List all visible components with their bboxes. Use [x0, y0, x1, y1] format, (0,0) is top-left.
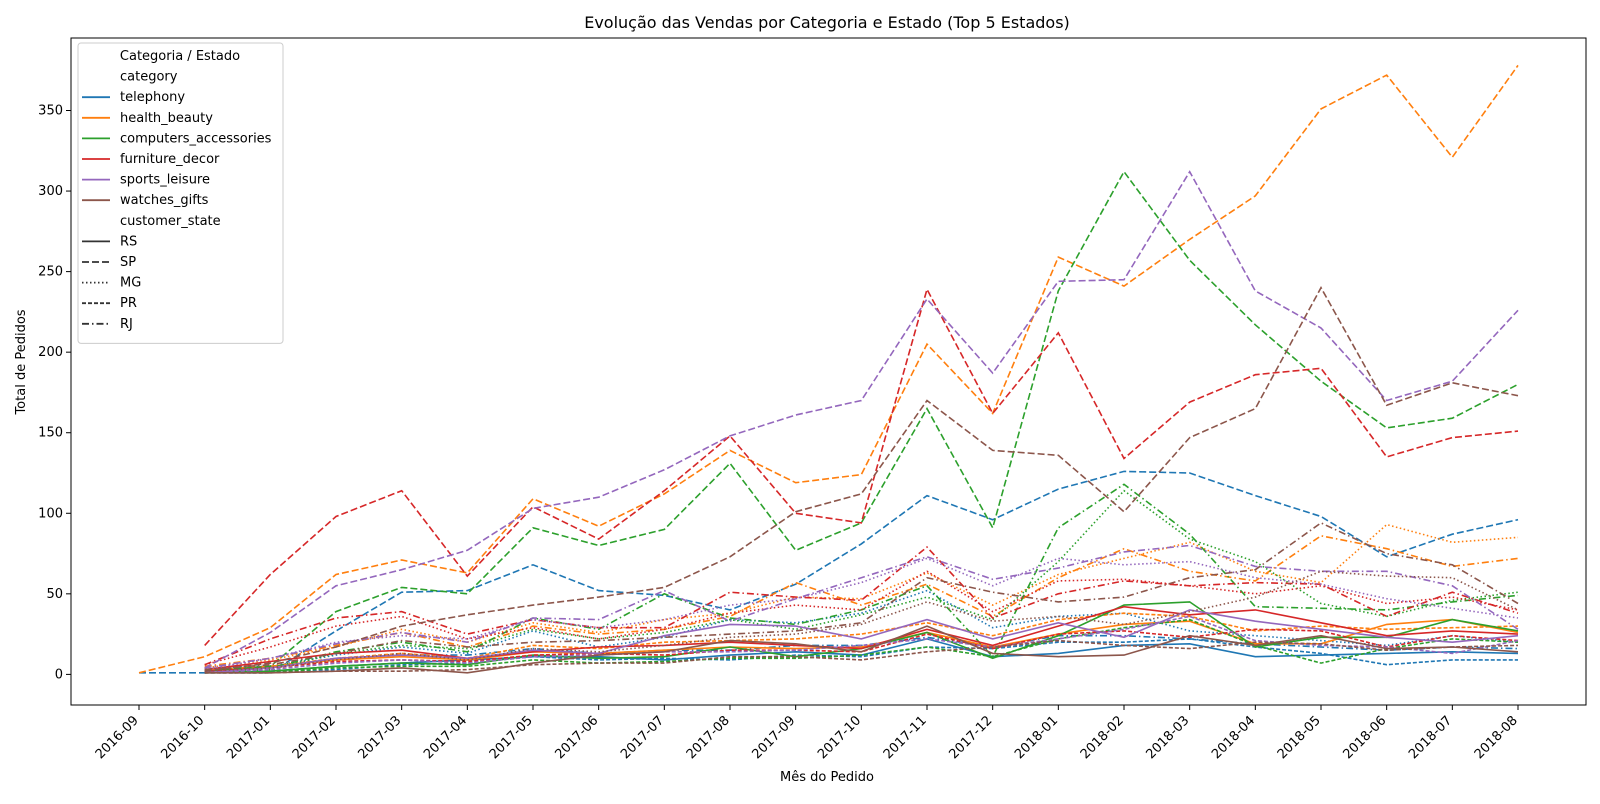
- x-axis-label: Mês do Pedido: [780, 770, 874, 785]
- series-line-computers_accessories-RJ: [204, 483, 1519, 671]
- x-tick-label: 2018-02: [1078, 713, 1127, 762]
- legend: Categoria / Estado category telephony healt…: [77, 42, 284, 344]
- x-tick-label: 2017-07: [618, 713, 667, 762]
- series-line-computers_accessories-MG: [204, 489, 1519, 672]
- legend-box: [77, 42, 284, 344]
- series-line-furniture_decor-RS: [204, 605, 1519, 671]
- y-tick-label: 100: [38, 506, 63, 521]
- y-axis-label: Total de Pedidos: [14, 309, 29, 415]
- x-tick-label: 2017-06: [552, 713, 601, 762]
- y-tick-label: 300: [38, 184, 63, 199]
- series-line-watches_gifts-RJ: [204, 521, 1519, 671]
- legend-item-label: RJ: [120, 317, 133, 332]
- x-tick-label: 2016-10: [158, 713, 207, 762]
- series-line-health_beauty-PR: [204, 612, 1519, 671]
- series-line-health_beauty-MG: [204, 523, 1519, 669]
- x-tick-label: 2017-08: [684, 713, 733, 762]
- x-tick-label: 2017-01: [224, 713, 273, 762]
- legend-category-header: category: [120, 70, 178, 85]
- x-tick-label: 2018-07: [1406, 713, 1455, 762]
- y-tick-label: 200: [38, 345, 63, 360]
- y-tick-label: 150: [38, 426, 63, 441]
- legend-item-label: sports_leisure: [120, 173, 210, 188]
- x-axis: 2016-09 2016-10 2017-01 2017-02 2017-03 2017-…: [93, 705, 1521, 762]
- legend-item-label: furniture_decor: [120, 152, 220, 167]
- x-tick-label: 2018-03: [1143, 713, 1192, 762]
- legend-item-label: telephony: [120, 90, 185, 105]
- legend-item-label: MG: [120, 276, 141, 291]
- legend-title: Categoria / Estado: [120, 49, 240, 64]
- y-tick-label: 0: [55, 667, 63, 682]
- legend-state-header: customer_state: [120, 214, 221, 229]
- legend-item-label: watches_gifts: [120, 193, 209, 208]
- x-tick-label: 2018-08: [1472, 713, 1521, 762]
- x-tick-label: 2017-09: [749, 713, 798, 762]
- series-line-health_beauty-SP: [138, 64, 1519, 674]
- series-line-sports_leisure-PR: [204, 615, 1519, 674]
- series-line-telephony-MG: [204, 589, 1519, 669]
- legend-item-label: health_beauty: [120, 111, 213, 126]
- x-tick-label: 2017-02: [290, 713, 339, 762]
- series-line-watches_gifts-PR: [204, 639, 1519, 674]
- series-line-health_beauty-RS: [204, 618, 1519, 672]
- x-tick-label: 2017-03: [355, 713, 404, 762]
- x-tick-label: 2018-06: [1340, 713, 1389, 762]
- plot-frame: [70, 37, 1587, 706]
- x-tick-label: 2017-11: [881, 713, 930, 762]
- series-line-telephony-SP: [139, 470, 1519, 674]
- legend-item-label: computers_accessories: [120, 131, 272, 146]
- x-tick-label: 2018-05: [1275, 713, 1324, 762]
- y-axis: 0 50 100 150 200 250 300 350: [38, 104, 71, 682]
- x-tick-label: 2017-12: [946, 713, 995, 762]
- x-tick-label: 2017-05: [487, 713, 536, 762]
- series-line-computers_accessories-SP: [204, 170, 1519, 672]
- series-line-watches_gifts-RS: [204, 625, 1519, 674]
- series-lines: [138, 64, 1519, 674]
- series-line-health_beauty-RJ: [204, 534, 1519, 668]
- series-line-sports_leisure-RJ: [204, 544, 1519, 669]
- series-line-sports_leisure-SP: [204, 170, 1519, 669]
- x-tick-label: 2016-09: [93, 713, 142, 762]
- chart-title: Evolução das Vendas por Categoria e Esta…: [584, 13, 1070, 32]
- series-line-furniture_decor-RJ: [204, 546, 1519, 666]
- legend-item-label: PR: [120, 296, 137, 311]
- series-line-furniture_decor-SP: [204, 287, 1519, 646]
- x-tick-label: 2017-04: [421, 713, 470, 762]
- y-tick-label: 350: [38, 104, 63, 119]
- x-tick-label: 2017-10: [815, 713, 864, 762]
- series-line-watches_gifts-MG: [204, 570, 1519, 672]
- series-line-watches_gifts-SP: [204, 286, 1519, 672]
- x-tick-label: 2018-04: [1209, 713, 1258, 762]
- y-tick-label: 250: [38, 265, 63, 280]
- legend-item-label: RS: [120, 234, 137, 249]
- series-line-computers_accessories-PR: [204, 618, 1519, 674]
- legend-item-label: SP: [120, 255, 136, 270]
- series-line-sports_leisure-RS: [204, 609, 1519, 674]
- y-tick-label: 50: [46, 587, 63, 602]
- x-tick-label: 2018-01: [1012, 713, 1061, 762]
